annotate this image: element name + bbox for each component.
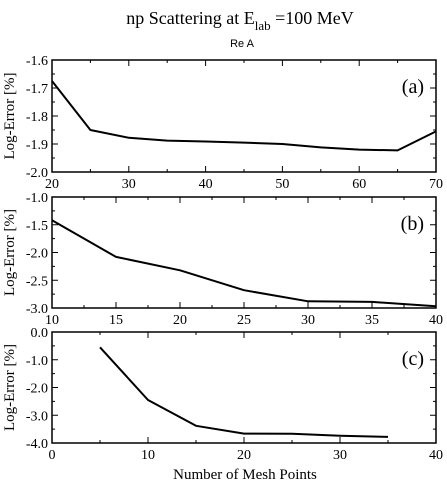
x-tick-label: 70 — [429, 177, 443, 192]
chart-panels: 20 30 40 50 60 70 -2.0 -1.9 -1.8 -1.7 -1.6 Log-Erro… — [2, 54, 443, 463]
y-tick-label: -3.0 — [26, 302, 48, 317]
panel-tag: (c) — [402, 348, 424, 370]
y-tick-label: -2.0 — [26, 382, 48, 397]
panel-1: 10 15 20 25 30 35 40 -3.0 -2.5 -2.0 -1.5 -1.0 Log-Er… — [2, 191, 443, 328]
y-tick-label: -4.0 — [26, 437, 48, 452]
y-tick-label: -2.5 — [26, 274, 48, 289]
y-tick-label: -1.5 — [26, 219, 48, 234]
y-tick-label: -1.0 — [26, 191, 48, 206]
y-tick-label: -1.6 — [26, 54, 48, 69]
x-tick-label: 20 — [45, 177, 59, 192]
x-tick-label: 40 — [429, 448, 443, 463]
x-tick-label: 15 — [109, 313, 123, 328]
x-tick-label: 20 — [173, 313, 187, 328]
chart-subtitle: Re A — [230, 38, 255, 50]
x-tick-label: 50 — [275, 177, 289, 192]
panel-frame — [51, 331, 437, 444]
x-axis-label: Number of Mesh Points — [173, 467, 317, 482]
y-axis-label: Log-Error [%] — [2, 209, 18, 296]
y-tick-label: -1.7 — [26, 82, 48, 97]
y-tick-label: -2.0 — [26, 166, 48, 181]
chart-title: np Scattering at Elab =100 MeV — [126, 8, 354, 33]
x-tick-label: 20 — [237, 448, 251, 463]
y-tick-label: -3.0 — [26, 409, 48, 424]
x-tick-label: 10 — [141, 448, 155, 463]
x-tick-label: 40 — [429, 313, 443, 328]
y-axis-label: Log-Error [%] — [2, 344, 18, 431]
x-tick-label: 25 — [237, 313, 251, 328]
panel-0: 20 30 40 50 60 70 -2.0 -1.9 -1.8 -1.7 -1.6 Log-Erro… — [2, 54, 443, 192]
panel-tag: (a) — [402, 76, 424, 98]
y-tick-label: -2.0 — [26, 247, 48, 262]
y-tick-label: -1.9 — [26, 138, 48, 153]
y-tick-label: -1.0 — [26, 354, 48, 369]
x-tick-label: 0 — [49, 448, 56, 463]
panel-2: 0 10 20 30 40 -4.0 -3.0 -2.0 -1.0 0.0 Log-Error [%… — [2, 326, 443, 463]
x-tick-label: 35 — [365, 313, 379, 328]
x-tick-label: 30 — [122, 177, 136, 192]
panel-frame — [51, 59, 437, 173]
x-tick-label: 40 — [199, 177, 213, 192]
y-axis-label: Log-Error [%] — [2, 72, 18, 159]
panel-tag: (b) — [401, 213, 424, 235]
series-line — [99, 346, 389, 438]
y-tick-label: -1.8 — [26, 110, 48, 125]
x-tick-label: 10 — [45, 313, 59, 328]
series-line — [51, 80, 437, 152]
x-tick-label: 60 — [352, 177, 366, 192]
y-tick-label: 0.0 — [31, 326, 49, 341]
series-line — [51, 219, 437, 308]
x-tick-label: 30 — [301, 313, 315, 328]
x-tick-label: 30 — [333, 448, 347, 463]
